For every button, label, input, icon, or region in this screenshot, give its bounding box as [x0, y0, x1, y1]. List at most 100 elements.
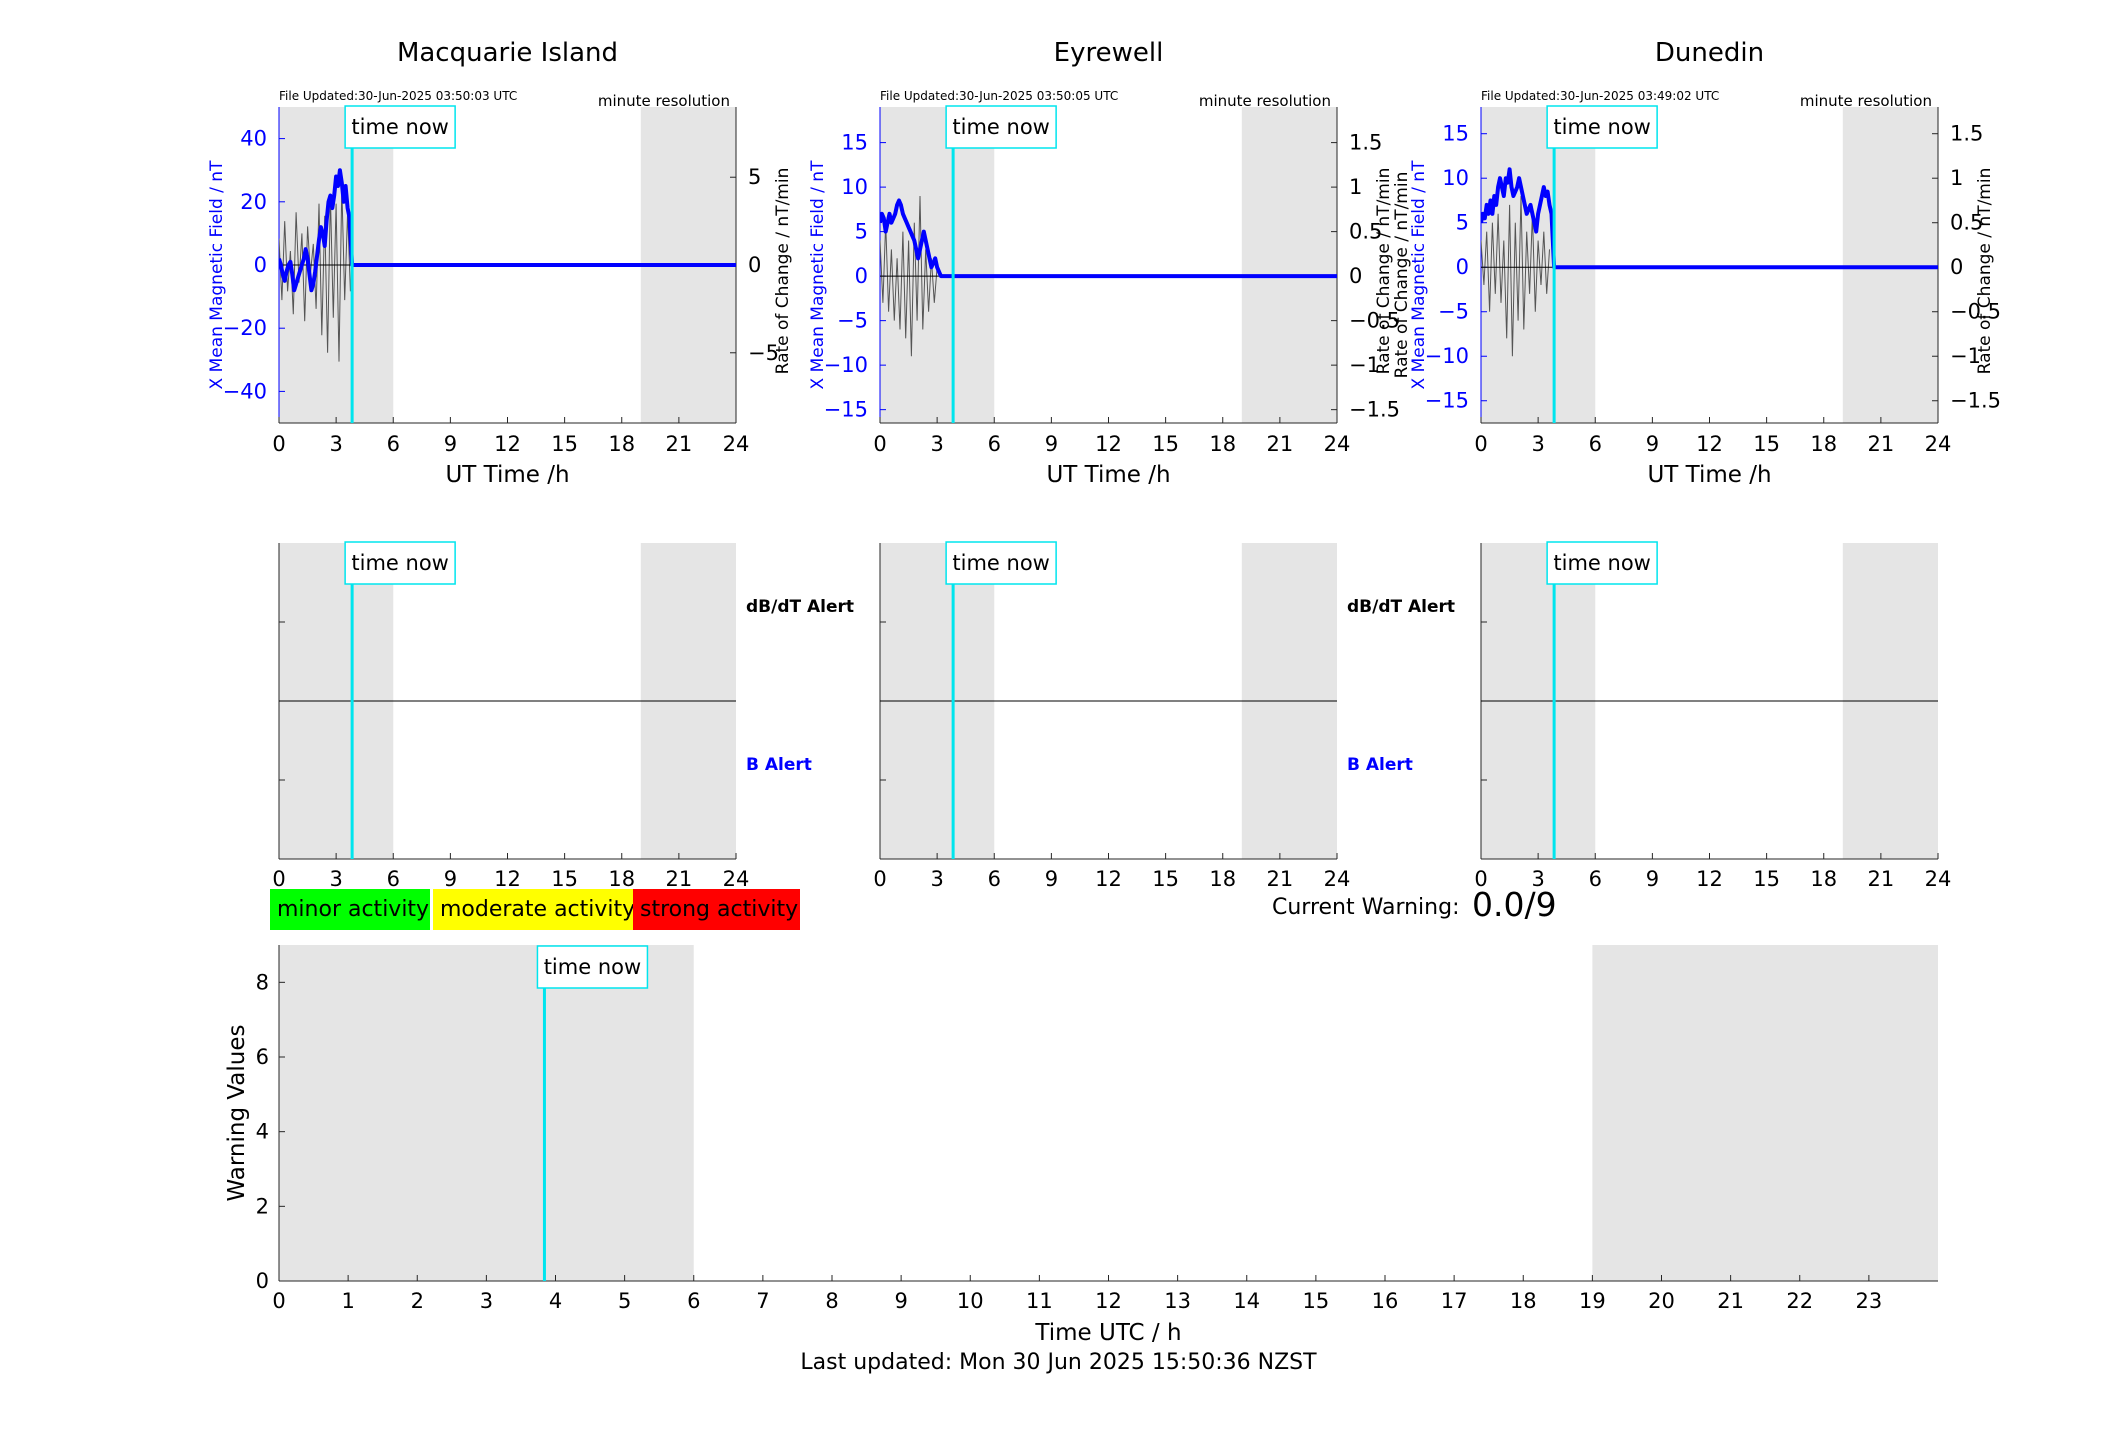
x-tick-label: 21 — [1868, 867, 1895, 891]
y-right-tick-label: 0 — [1950, 255, 1963, 279]
y-right-tick-label: 1 — [1950, 166, 1963, 190]
x-tick-label: 21 — [1717, 1289, 1744, 1313]
y-left-tick-label: 0 — [855, 264, 868, 288]
night-shading-band — [1481, 107, 1596, 423]
x-tick-label: 12 — [494, 432, 521, 456]
x-tick-label: 9 — [444, 432, 457, 456]
last-updated-text: Last updated: Mon 30 Jun 2025 15:50:36 N… — [800, 1350, 1317, 1375]
y-left-axis-label: X Mean Magnetic Field / nT — [1409, 160, 1429, 390]
x-tick-label: 3 — [329, 867, 342, 891]
x-tick-label: 18 — [608, 432, 635, 456]
night-shading-band — [1592, 945, 1938, 1281]
time-now-label: time now — [351, 551, 448, 575]
x-tick-label: 2 — [411, 1289, 424, 1313]
y-right-axis-label: Rate of Change / nT/min — [1374, 168, 1394, 375]
legend-moderate-activity: moderate activity — [433, 889, 635, 930]
time-now-box — [344, 541, 456, 585]
resolution-text: minute resolution — [598, 92, 730, 110]
night-shading-band — [1842, 107, 1938, 423]
x-tick-label: 15 — [551, 867, 578, 891]
x-tick-label: 20 — [1648, 1289, 1675, 1313]
y-tick-label: 0 — [256, 1269, 269, 1293]
x-tick-label: 3 — [480, 1289, 493, 1313]
y-right-tick-label: 1.5 — [1349, 131, 1382, 155]
station-title: Eyrewell — [1054, 38, 1164, 68]
y-left-tick-label: −5 — [1438, 300, 1469, 324]
x-tick-label: 18 — [1510, 1289, 1537, 1313]
x-tick-label: 6 — [387, 432, 400, 456]
y-left-tick-label: 0 — [1456, 255, 1469, 279]
time-now-box — [344, 105, 456, 149]
y-left-tick-label: −15 — [1425, 389, 1469, 413]
x-tick-label: 1 — [341, 1289, 354, 1313]
time-now-label: time now — [1553, 115, 1650, 139]
time-now-label: time now — [952, 551, 1049, 575]
y-right-tick-label: −0.5 — [1349, 309, 1400, 333]
current-warning-value: 0.0/9 — [1472, 885, 1557, 924]
legend-strong-activity: strong activity — [633, 889, 800, 930]
y-right-axis-label: Rate of Change / nT/min — [773, 168, 793, 375]
x-tick-label: 19 — [1579, 1289, 1606, 1313]
y-right-tick-label: 1 — [1349, 175, 1362, 199]
x-tick-label: 24 — [723, 432, 750, 456]
x-tick-label: 4 — [549, 1289, 562, 1313]
x-tick-label: 17 — [1441, 1289, 1468, 1313]
x-tick-label: 21 — [666, 432, 693, 456]
legend-minor-activity: minor activity — [270, 889, 430, 930]
x-tick-label: 6 — [387, 867, 400, 891]
y-right-tick-label: −0.5 — [1950, 300, 2001, 324]
y-right-tick-label: −1.5 — [1950, 389, 2001, 413]
x-tick-label: 9 — [1646, 432, 1659, 456]
x-tick-label: 18 — [1810, 867, 1837, 891]
y-left-tick-label: −15 — [824, 398, 868, 422]
x-tick-label: 15 — [1753, 432, 1780, 456]
y-tick-label: 8 — [256, 970, 269, 994]
rate-of-change-line — [880, 195, 938, 357]
time-now-box — [1546, 541, 1658, 585]
y-left-axis-label: X Mean Magnetic Field / nT — [207, 160, 227, 390]
y-right-tick-label: 0.5 — [1349, 220, 1382, 244]
x-tick-label: 6 — [988, 867, 1001, 891]
y-tick-label: 2 — [256, 1194, 269, 1218]
y-left-tick-label: 10 — [1442, 166, 1469, 190]
file-updated-text: File Updated:30-Jun-2025 03:50:03 UTC — [279, 89, 517, 103]
dbdt-alert-label: dB/dT Alert — [1347, 597, 1455, 617]
x-axis-label: UT Time /h — [1647, 462, 1771, 488]
y-left-tick-label: 0 — [254, 253, 267, 277]
x-tick-label: 6 — [687, 1289, 700, 1313]
y-right-tick-label: 0 — [748, 253, 761, 277]
y-right-tick-label: 0 — [1349, 264, 1362, 288]
file-updated-text: File Updated:30-Jun-2025 03:50:05 UTC — [880, 89, 1118, 103]
x-tick-label: 0 — [1474, 432, 1487, 456]
time-now-label: time now — [544, 955, 641, 979]
y-left-tick-label: 15 — [841, 131, 868, 155]
x-tick-label: 7 — [756, 1289, 769, 1313]
y-left-tick-label: 40 — [240, 127, 267, 151]
x-tick-label: 24 — [1324, 867, 1351, 891]
x-tick-label: 23 — [1856, 1289, 1883, 1313]
y-right-tick-label: 1.5 — [1950, 122, 1983, 146]
x-axis-label: UT Time /h — [445, 462, 569, 488]
x-tick-label: 24 — [723, 867, 750, 891]
time-now-box — [536, 945, 649, 989]
x-tick-label: 15 — [551, 432, 578, 456]
x-tick-label: 6 — [1589, 867, 1602, 891]
time-now-label: time now — [1553, 551, 1650, 575]
x-tick-label: 24 — [1324, 432, 1351, 456]
y-left-tick-label: −40 — [223, 379, 267, 403]
station-title: Macquarie Island — [397, 38, 618, 68]
mean-field-line — [880, 198, 1337, 279]
time-now-label: time now — [351, 115, 448, 139]
station-title: Dunedin — [1655, 38, 1764, 68]
x-tick-label: 3 — [1531, 432, 1544, 456]
x-tick-label: 9 — [1045, 432, 1058, 456]
x-tick-label: 3 — [930, 867, 943, 891]
x-tick-label: 8 — [825, 1289, 838, 1313]
x-tick-label: 15 — [1152, 867, 1179, 891]
y-left-tick-label: −10 — [1425, 344, 1469, 368]
x-tick-label: 10 — [957, 1289, 984, 1313]
x-tick-label: 18 — [1810, 432, 1837, 456]
x-tick-label: 9 — [444, 867, 457, 891]
night-shading-band — [279, 945, 694, 1281]
